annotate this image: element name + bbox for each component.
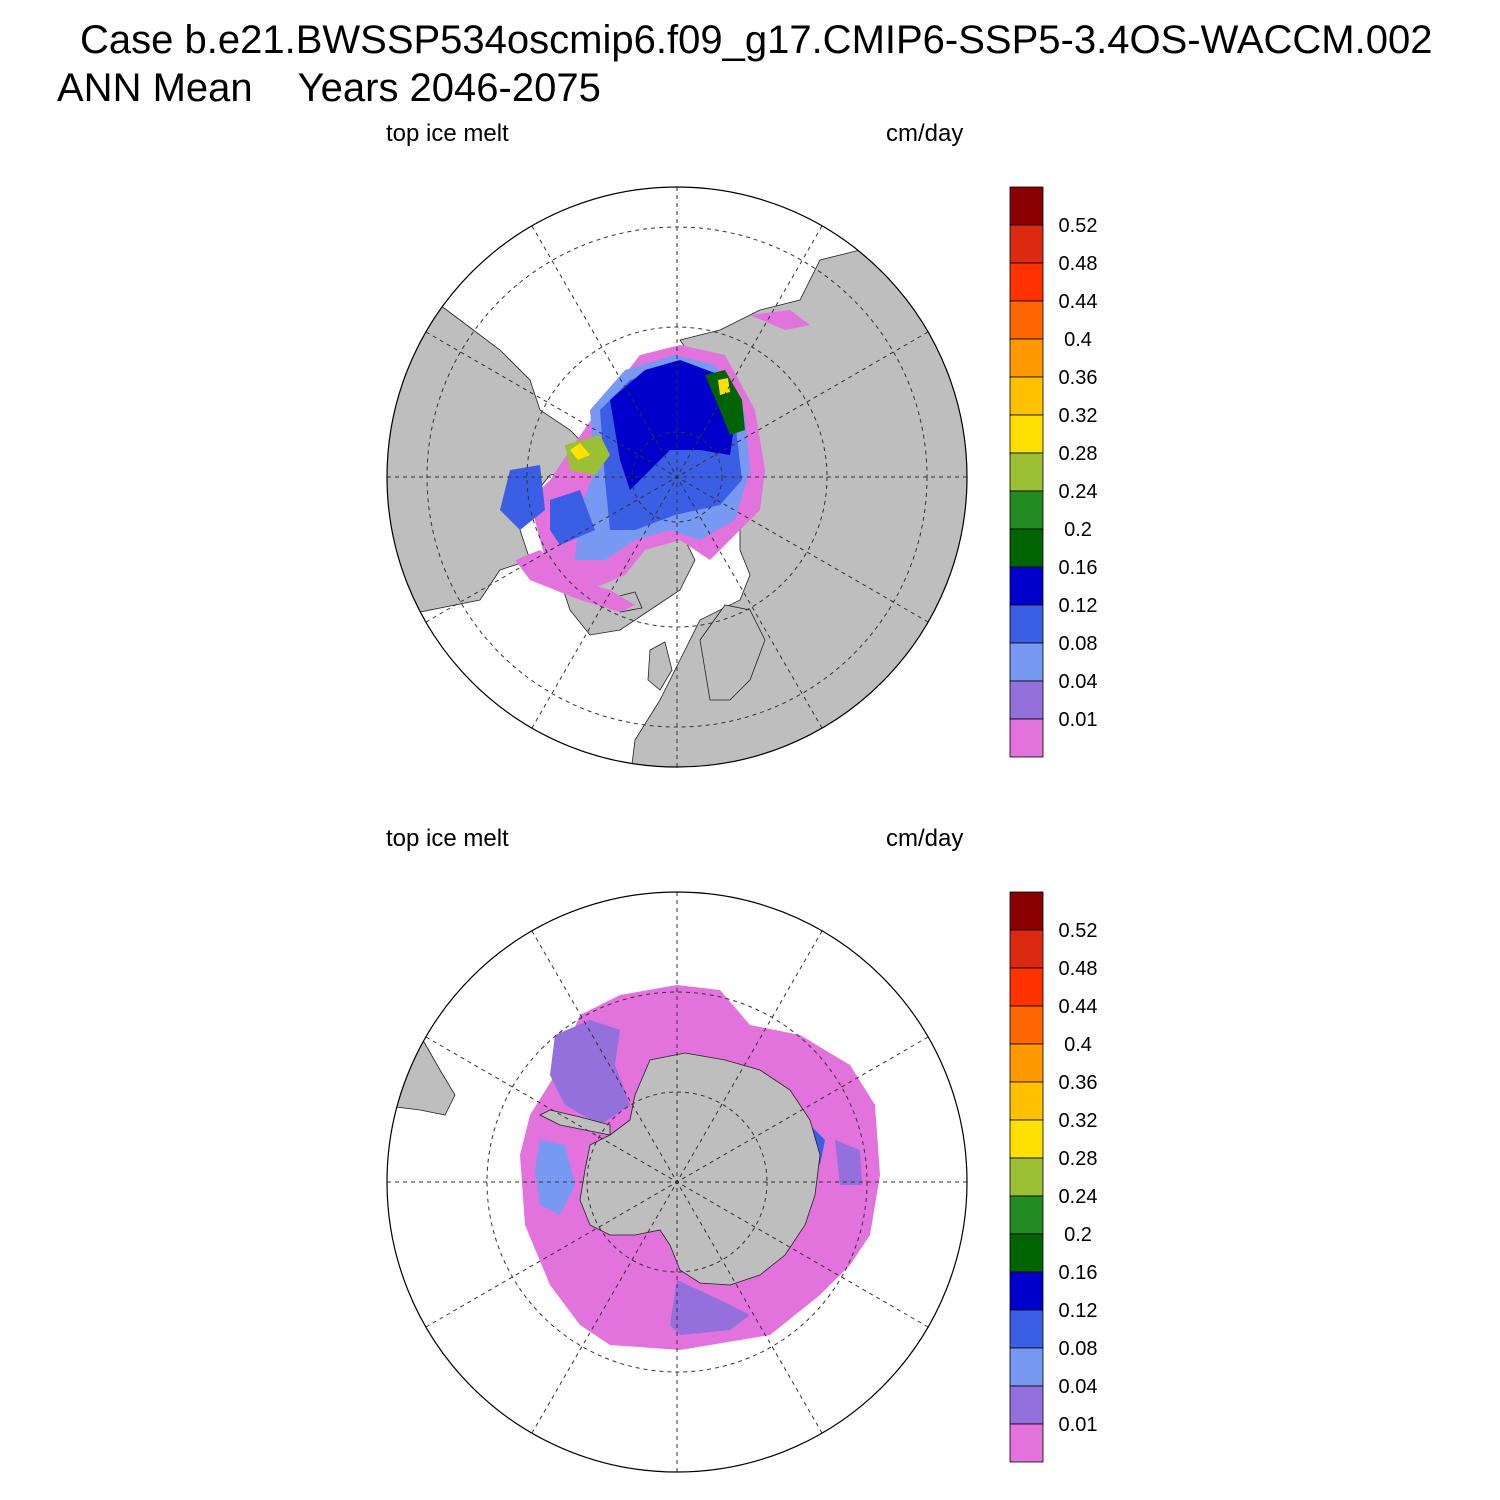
nh-colorbar-tick-label: 0.48: [1059, 253, 1098, 275]
nh-colorbar-box: [1009, 414, 1044, 454]
sh-colorbar-box: [1009, 1195, 1044, 1235]
sh-colorbar-box: [1009, 1233, 1044, 1273]
nh-colorbar-box: [1009, 262, 1044, 302]
sh-colorbar-tick-label: 0.01: [1059, 1414, 1098, 1436]
nh-colorbar-box: [1009, 490, 1044, 530]
sh-colorbar-tick-label: 0.4: [1064, 1034, 1092, 1056]
years-label: Years 2046-2075: [297, 66, 601, 110]
nh-colorbar-box: [1009, 566, 1044, 606]
sh-variable-label: top ice melt: [386, 825, 509, 852]
period-title: ANN Mean Years 2046-2075: [57, 66, 601, 111]
sh-colorbar-tick-label: 0.36: [1059, 1072, 1098, 1094]
sh-colorbar-box: [1009, 1347, 1044, 1387]
sh-colorbar-tick-label: 0.2: [1064, 1224, 1092, 1246]
sh-colorbar-box: [1009, 929, 1044, 969]
sh-colorbar-tick-label: 0.48: [1059, 958, 1098, 980]
nh-variable-label: top ice melt: [386, 120, 509, 147]
nh-colorbar-box: [1009, 338, 1044, 378]
sh-colorbar-tick-label: 0.28: [1059, 1148, 1098, 1170]
nh-colorbar-box: [1009, 718, 1044, 758]
sh-units-label: cm/day: [886, 825, 964, 852]
sh-colorbar-box: [1009, 1157, 1044, 1197]
sh-colorbar-box: [1009, 1271, 1044, 1311]
nh-graticule: [387, 187, 967, 767]
case-title: Case b.e21.BWSSP534oscmip6.f09_g17.CMIP6…: [80, 18, 1433, 62]
nh-colorbar-tick-label: 0.16: [1059, 557, 1098, 579]
nh-map-border: [386, 186, 968, 768]
nh-colorbar-tick-label: 0.2: [1064, 519, 1092, 541]
nh-colorbar-box: [1009, 224, 1044, 264]
nh-colorbar-tick-label: 0.44: [1059, 291, 1098, 313]
nh-colorbar-box: [1009, 642, 1044, 682]
nh-colorbar-box: [1009, 680, 1044, 720]
sh-colorbar: 0.52 0.48 0.44 0.4 0.36 0.32 0.28 0.24 0.2 0.16 0.…: [1009, 891, 1098, 1463]
nh-colorbar-tick-label: 0.01: [1059, 709, 1098, 731]
sh-colorbar-box: [1009, 1423, 1044, 1463]
nh-colorbar-tick-label: 0.52: [1059, 215, 1098, 237]
sh-colorbar-tick-label: 0.32: [1059, 1110, 1098, 1132]
season-label: ANN Mean: [57, 66, 253, 110]
nh-colorbar-tick-label: 0.36: [1059, 367, 1098, 389]
sh-colorbar-box: [1009, 1119, 1044, 1159]
nh-colorbar: 0.52 0.48 0.44 0.4 0.36 0.32 0.28 0.24 0.2 0.16 0.…: [1009, 186, 1098, 758]
sh-colorbar-tick-label: 0.04: [1059, 1376, 1098, 1398]
sh-colorbar-tick-label: 0.44: [1059, 996, 1098, 1018]
sh-colorbar-box: [1009, 1309, 1044, 1349]
sh-colorbar-tick-label: 0.08: [1059, 1338, 1098, 1360]
sh-colorbar-tick-label: 0.12: [1059, 1300, 1098, 1322]
sh-map-border: [386, 891, 968, 1473]
sh-polar-map: [386, 891, 968, 1473]
nh-colorbar-tick-label: 0.28: [1059, 443, 1098, 465]
nh-colorbar-tick-label: 0.12: [1059, 595, 1098, 617]
sh-colorbar-tick-label: 0.52: [1059, 920, 1098, 942]
nh-colorbar-tick-label: 0.04: [1059, 671, 1098, 693]
nh-polar-map: [386, 186, 968, 768]
nh-colorbar-box: [1009, 604, 1044, 644]
nh-colorbar-box: [1009, 376, 1044, 416]
sh-colorbar-tick-label: 0.24: [1059, 1186, 1098, 1208]
nh-colorbar-tick-label: 0.4: [1064, 329, 1092, 351]
sh-colorbar-box: [1009, 1043, 1044, 1083]
sh-graticule: [387, 892, 967, 1472]
nh-colorbar-box: [1009, 186, 1044, 226]
nh-colorbar-tick-label: 0.08: [1059, 633, 1098, 655]
nh-sea-ice-melt: [500, 310, 810, 612]
nh-units-label: cm/day: [886, 120, 964, 147]
sh-colorbar-tick-label: 0.16: [1059, 1262, 1098, 1284]
sh-colorbar-box: [1009, 1385, 1044, 1425]
nh-colorbar-tick-label: 0.32: [1059, 405, 1098, 427]
sh-colorbar-box: [1009, 1081, 1044, 1121]
nh-colorbar-box: [1009, 300, 1044, 340]
nh-colorbar-box: [1009, 452, 1044, 492]
sh-colorbar-box: [1009, 967, 1044, 1007]
nh-colorbar-tick-label: 0.24: [1059, 481, 1098, 503]
sh-colorbar-box: [1009, 1005, 1044, 1045]
nh-colorbar-box: [1009, 528, 1044, 568]
sh-colorbar-box: [1009, 891, 1044, 931]
